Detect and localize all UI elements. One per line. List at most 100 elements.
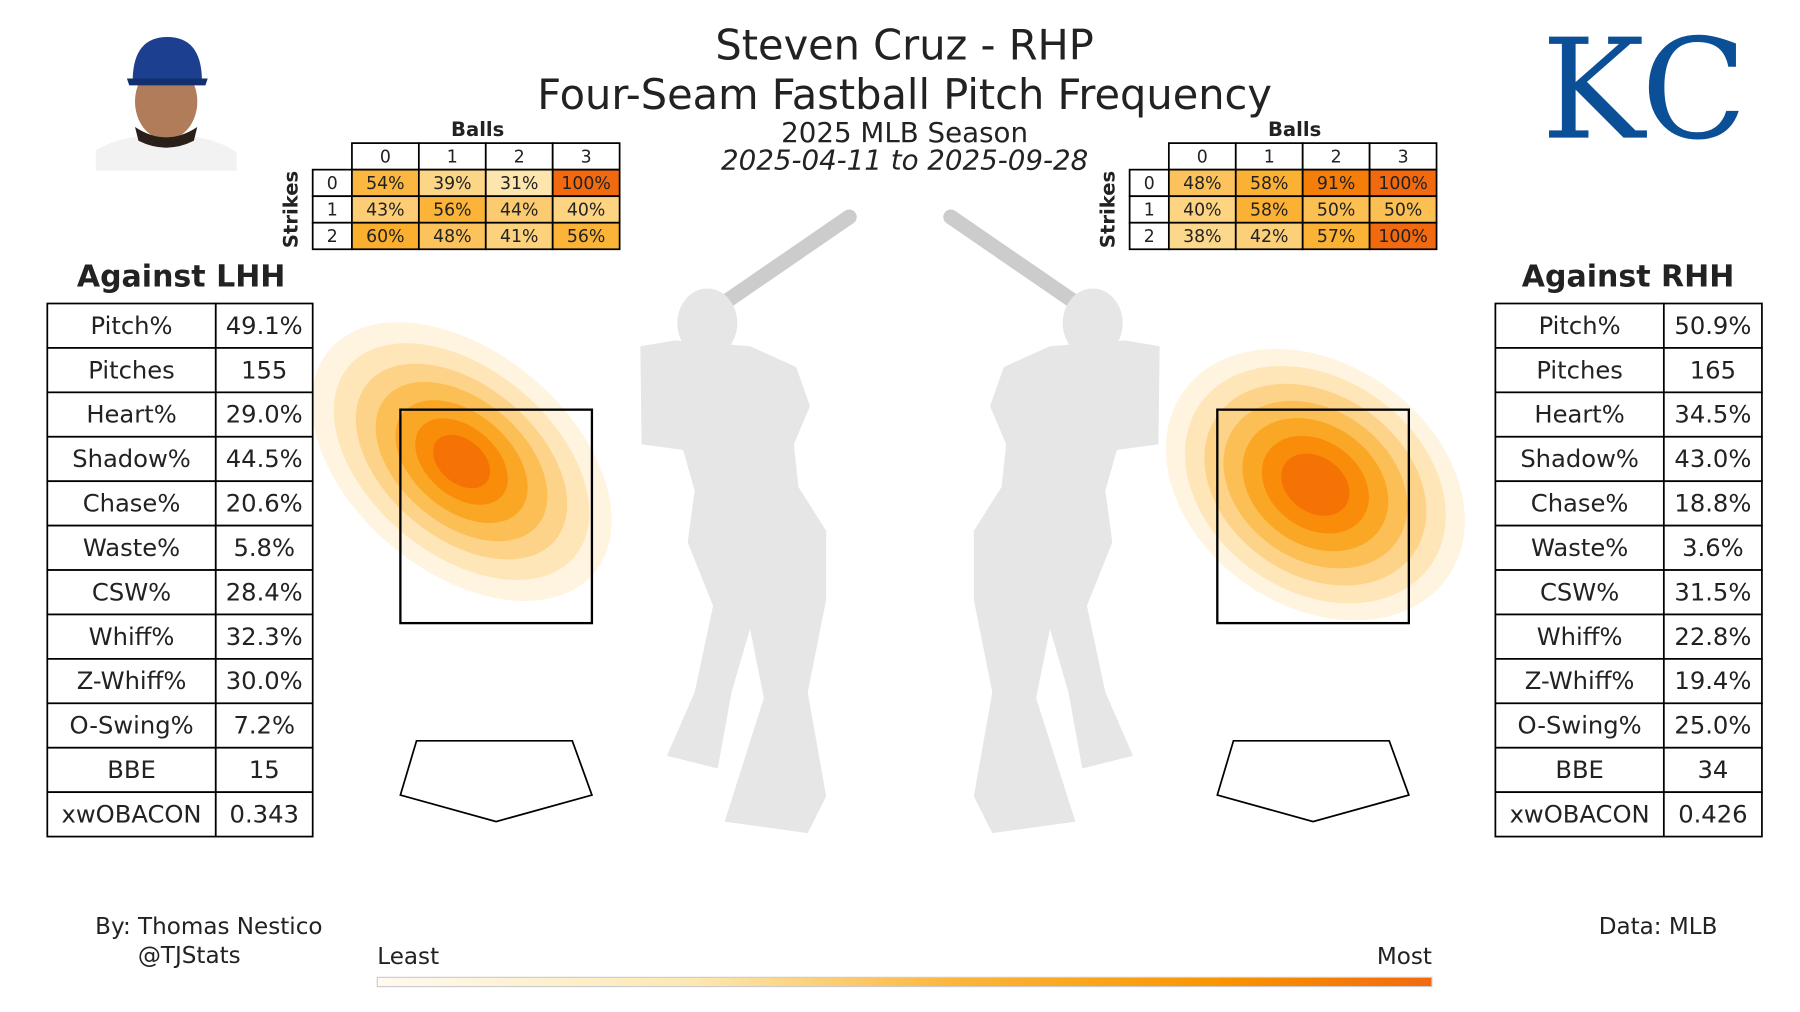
season: 2025 MLB Season: [781, 116, 1028, 149]
stat-name: Heart%: [1534, 401, 1624, 429]
strikes-label: Strikes: [279, 171, 302, 248]
count-label: 41%: [500, 227, 538, 247]
stat-value: 0.343: [230, 801, 299, 829]
stat-value: 44.5%: [226, 445, 303, 473]
stat-cell: [1494, 480, 1665, 527]
header-cell: [1128, 221, 1170, 251]
stat-value: 3.6%: [1682, 534, 1744, 562]
date-range: 2025-04-11 to 2025-09-28: [721, 144, 1088, 177]
shirt: [95, 135, 237, 171]
batter-left: [640, 209, 857, 834]
body: [973, 340, 1160, 834]
count-cell: [1301, 168, 1371, 198]
count-label: 54%: [366, 174, 404, 194]
stat-cell: [1494, 791, 1665, 838]
strikes-header: 0: [1144, 174, 1155, 194]
colorbar-high: Most: [1377, 944, 1432, 970]
strike-zone: [1216, 408, 1410, 625]
stat-name: Z-Whiff%: [77, 667, 187, 695]
stat-value: 34.5%: [1674, 401, 1751, 429]
stat-name: Shadow%: [1520, 445, 1639, 473]
stat-name: Pitches: [88, 356, 174, 384]
colorbar: [376, 976, 1433, 988]
stat-name: Z-Whiff%: [1525, 667, 1635, 695]
count-label: 60%: [366, 227, 404, 247]
density-level: [1281, 453, 1350, 516]
count-cell: [551, 195, 621, 224]
stat-name: Pitch%: [91, 312, 173, 340]
strikes-header: 0: [327, 174, 338, 194]
stat-name: Heart%: [86, 401, 176, 429]
balls-header: 2: [1331, 148, 1342, 168]
team-logo: KC: [1541, 9, 1747, 171]
beard: [135, 126, 198, 148]
strikes-header: 1: [327, 201, 338, 221]
count-label: 58%: [1250, 174, 1288, 194]
count-label: 100%: [1378, 227, 1427, 247]
home-plate: [1216, 739, 1410, 823]
stat-name: Whiff%: [89, 623, 175, 651]
source: Data: MLB: [1599, 914, 1718, 940]
balls-header: 0: [1197, 148, 1208, 168]
stat-cell: [1494, 613, 1665, 660]
header-cell: [1128, 195, 1170, 224]
count-label: 58%: [1250, 201, 1288, 221]
balls-header: 0: [380, 148, 391, 168]
count-cell: [1234, 221, 1304, 251]
count-label: 39%: [433, 174, 471, 194]
credit: By: Thomas Nestico: [95, 914, 322, 940]
stat-value: 5.8%: [233, 534, 295, 562]
stat-value: 43.0%: [1674, 445, 1751, 473]
stat-name: Pitch%: [1539, 312, 1621, 340]
stat-value: 29.0%: [226, 401, 303, 429]
stat-cell: [1494, 569, 1665, 616]
count-label: 100%: [1378, 174, 1427, 194]
stat-cell: [46, 391, 217, 438]
stat-value: 28.4%: [226, 578, 303, 606]
stat-cell: [214, 569, 314, 616]
stat-cell: [1662, 347, 1763, 394]
count-label: 31%: [500, 174, 538, 194]
stat-name: BBE: [1555, 756, 1604, 784]
stat-value: 30.0%: [226, 667, 303, 695]
count-label: 38%: [1183, 227, 1221, 247]
header-cell: [551, 142, 621, 171]
count-cell: [1167, 221, 1237, 251]
stat-value: 34: [1697, 756, 1728, 784]
stat-name: xwOBACON: [1510, 801, 1650, 829]
count-cell: [1368, 221, 1438, 251]
stat-cell: [214, 613, 314, 660]
stat-cell: [1662, 702, 1763, 749]
home-plate: [399, 739, 594, 823]
stat-value: 20.6%: [226, 490, 303, 518]
stat-value: 50.9%: [1674, 312, 1751, 340]
header-cell: [484, 142, 554, 171]
stat-value: 31.5%: [1674, 578, 1751, 606]
stat-table-title: Against RHH: [1522, 260, 1735, 295]
count-cell: [417, 221, 487, 251]
count-label: 56%: [433, 201, 471, 221]
head: [1062, 288, 1123, 358]
count-label: 91%: [1317, 174, 1355, 194]
stat-value: 49.1%: [226, 312, 303, 340]
count-label: 56%: [567, 227, 605, 247]
count-cell: [1301, 221, 1371, 251]
count-label: 48%: [433, 227, 471, 247]
stat-cell: [1494, 391, 1665, 438]
stat-name: Shadow%: [72, 445, 191, 473]
stat-name: O-Swing%: [1518, 712, 1642, 740]
body: [640, 340, 827, 834]
stat-name: Whiff%: [1537, 623, 1623, 651]
count-label: 40%: [567, 201, 605, 221]
stat-name: Chase%: [1531, 490, 1629, 518]
count-label: 50%: [1384, 201, 1422, 221]
strike-zone: [399, 408, 594, 625]
stat-cell: [214, 480, 314, 527]
stat-cell: [46, 569, 217, 616]
stat-value: 7.2%: [233, 712, 295, 740]
stat-cell: [1494, 746, 1665, 794]
head: [677, 288, 738, 358]
